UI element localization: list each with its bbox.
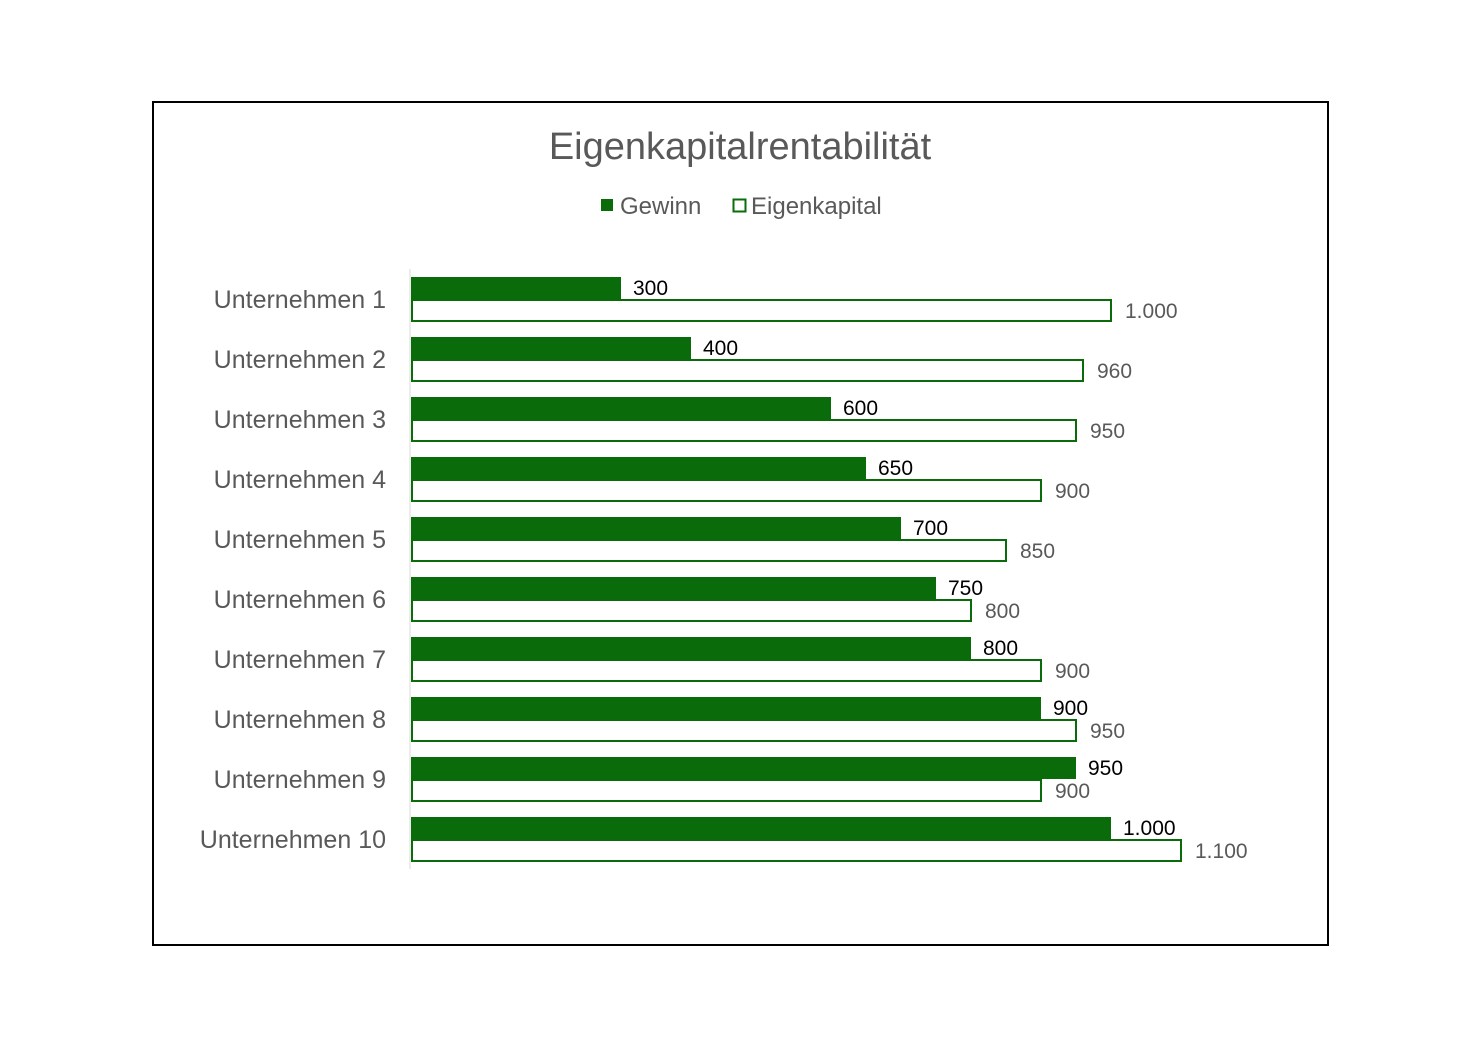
bar-eigenkapital <box>411 779 1042 802</box>
bar-gewinn <box>411 697 1041 719</box>
legend-label-gewinn: Gewinn <box>620 193 701 220</box>
value-label-gewinn: 950 <box>1088 757 1123 780</box>
value-label-gewinn: 700 <box>913 517 948 540</box>
value-label-eigenkapital: 950 <box>1090 420 1125 443</box>
value-label-gewinn: 750 <box>948 577 983 600</box>
value-label-eigenkapital: 900 <box>1055 660 1090 683</box>
bar-eigenkapital <box>411 479 1042 502</box>
chart-title: Eigenkapitalrentabilität <box>549 126 932 168</box>
bars <box>411 277 1182 862</box>
value-label-eigenkapital: 800 <box>985 600 1020 623</box>
bar-gewinn <box>411 517 901 539</box>
value-label-eigenkapital: 1.000 <box>1125 300 1178 323</box>
bar-eigenkapital <box>411 419 1077 442</box>
value-label-eigenkapital: 1.100 <box>1195 840 1248 863</box>
category-label: Unternehmen 1 <box>214 286 386 314</box>
value-label-gewinn: 800 <box>983 637 1018 660</box>
category-label: Unternehmen 10 <box>200 826 386 854</box>
category-label: Unternehmen 6 <box>214 586 386 614</box>
legend-swatch-gewinn <box>601 199 613 211</box>
bar-gewinn <box>411 817 1111 839</box>
bar-eigenkapital <box>411 599 972 622</box>
category-label: Unternehmen 2 <box>214 346 386 374</box>
category-label: Unternehmen 4 <box>214 466 386 494</box>
chart-svg: Eigenkapitalrentabilität Gewinn Eigenkapi… <box>200 126 1248 869</box>
bar-eigenkapital <box>411 539 1007 562</box>
value-label-eigenkapital: 900 <box>1055 480 1090 503</box>
value-label-gewinn: 300 <box>633 277 668 300</box>
bar-eigenkapital <box>411 719 1077 742</box>
bar-gewinn <box>411 577 936 599</box>
bar-eigenkapital <box>411 359 1084 382</box>
category-label: Unternehmen 8 <box>214 706 386 734</box>
bar-gewinn <box>411 457 866 479</box>
value-label-eigenkapital: 900 <box>1055 780 1090 803</box>
value-label-gewinn: 1.000 <box>1123 817 1176 840</box>
bar-gewinn <box>411 277 621 299</box>
category-label: Unternehmen 5 <box>214 526 386 554</box>
value-labels: 3001.00040096060095065090070085075080080… <box>633 277 1248 863</box>
value-label-eigenkapital: 850 <box>1020 540 1055 563</box>
chart-frame: Eigenkapitalrentabilität Gewinn Eigenkapi… <box>152 101 1329 946</box>
bar-gewinn <box>411 397 831 419</box>
bar-eigenkapital <box>411 299 1112 322</box>
category-label: Unternehmen 7 <box>214 646 386 674</box>
bar-eigenkapital <box>411 659 1042 682</box>
value-label-gewinn: 900 <box>1053 697 1088 720</box>
bar-gewinn <box>411 637 971 659</box>
bar-gewinn <box>411 337 691 359</box>
value-label-eigenkapital: 950 <box>1090 720 1125 743</box>
value-label-gewinn: 400 <box>703 337 738 360</box>
value-label-eigenkapital: 960 <box>1097 360 1132 383</box>
legend-label-eigenkapital: Eigenkapital <box>751 193 882 220</box>
legend: Gewinn Eigenkapital <box>601 193 882 220</box>
category-label: Unternehmen 9 <box>214 766 386 794</box>
bar-eigenkapital <box>411 839 1182 862</box>
category-labels: Unternehmen 1 Unternehmen 2 Unternehmen 3 U… <box>200 286 386 854</box>
bar-gewinn <box>411 757 1076 779</box>
legend-swatch-eigenkapital <box>732 198 747 213</box>
value-label-gewinn: 650 <box>878 457 913 480</box>
value-label-gewinn: 600 <box>843 397 878 420</box>
category-label: Unternehmen 3 <box>214 406 386 434</box>
